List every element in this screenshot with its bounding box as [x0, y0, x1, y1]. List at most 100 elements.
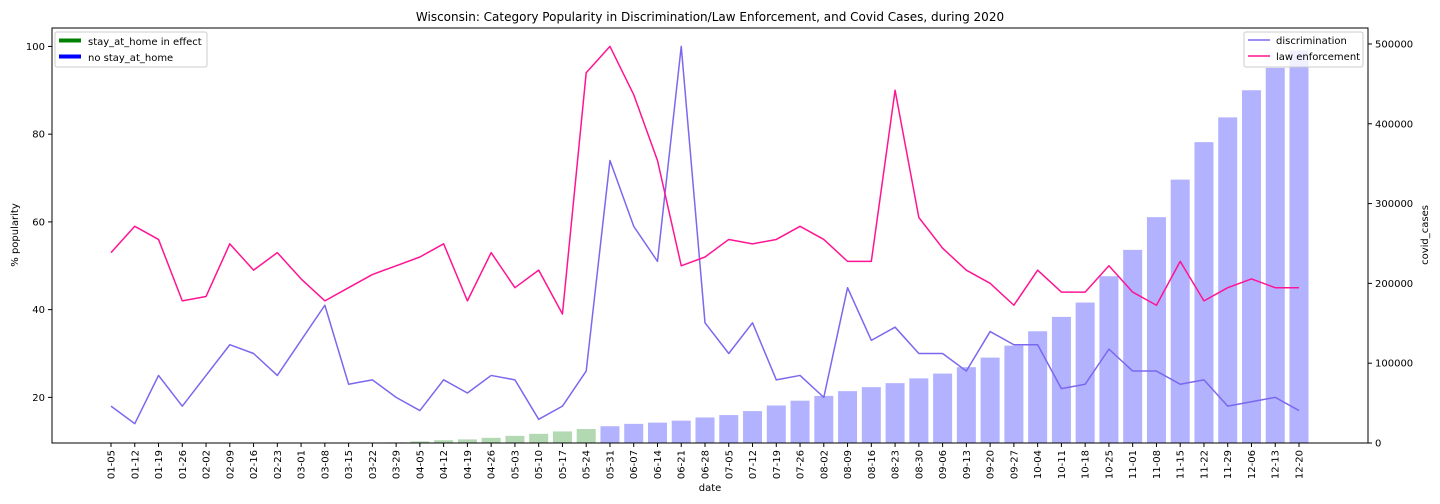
bar-05-10	[529, 433, 549, 443]
legend-label-discrimination: discrimination	[1276, 36, 1347, 47]
bar-11-01	[1123, 249, 1143, 443]
x-tick-label: 01-26	[178, 450, 189, 479]
x-tick-label: 07-19	[772, 450, 783, 479]
x-tick-label: 07-05	[724, 450, 735, 479]
x-tick-label: 06-21	[677, 450, 688, 479]
plot-frame	[51, 27, 1369, 444]
x-tick-label: 05-10	[534, 450, 545, 479]
x-axis: 01-05 01-12 01-19 01-26 02-02 02-09 02-16 02-23…	[107, 443, 1306, 479]
x-tick-label: 08-09	[843, 450, 854, 479]
bar-06-28	[695, 417, 715, 443]
bar-10-04	[1028, 331, 1048, 443]
bar-12-20	[1289, 50, 1309, 443]
bar-09-27	[1004, 345, 1024, 443]
chart-title: Wisconsin: Category Popularity in Discri…	[416, 10, 1004, 24]
covid-bars	[339, 50, 1309, 444]
y2-tick-label: 200000	[1375, 279, 1413, 290]
line-law-enforcement	[110, 45, 1299, 315]
x-tick-label: 05-17	[558, 450, 569, 479]
legend-stay-at-home: stay_at_home in effect no stay_at_home	[54, 31, 208, 68]
x-tick-label: 11-22	[1199, 450, 1210, 479]
bar-07-19	[766, 405, 786, 443]
bar-09-13	[956, 367, 976, 443]
bar-06-21	[671, 420, 691, 443]
x-tick-label: 05-03	[510, 450, 521, 479]
x-tick-label: 03-15	[344, 450, 355, 479]
bar-05-03	[505, 435, 525, 443]
x-tick-label: 11-01	[1128, 450, 1139, 479]
bar-08-09	[838, 391, 858, 444]
bar-05-24	[576, 429, 596, 443]
bar-07-26	[790, 400, 810, 443]
x-tick-label: 02-09	[225, 450, 236, 479]
x-tick-label: 11-29	[1223, 450, 1234, 479]
y-tick-label: 40	[32, 305, 45, 316]
x-tick-label: 08-30	[914, 450, 925, 479]
x-tick-label: 10-04	[1033, 450, 1044, 479]
bar-12-06	[1241, 90, 1261, 443]
x-tick-label: 09-13	[962, 450, 973, 479]
bar-04-26	[481, 437, 501, 443]
bar-10-18	[1075, 302, 1095, 443]
legend-label-no-stay-at-home: no stay_at_home	[88, 53, 173, 64]
x-tick-label: 03-22	[368, 450, 379, 479]
y2-axis-label: covid_cases	[1420, 205, 1431, 265]
x-tick-label: 02-02	[202, 450, 213, 479]
bar-10-11	[1051, 316, 1071, 443]
x-tick-label: 10-11	[1057, 450, 1068, 479]
bar-08-30	[909, 378, 929, 443]
x-tick-label: 11-08	[1152, 450, 1163, 479]
bar-11-29	[1218, 117, 1238, 443]
x-tick-label: 05-31	[605, 450, 616, 479]
x-tick-label: 01-05	[107, 450, 118, 479]
x-tick-label: 12-13	[1271, 450, 1282, 479]
x-tick-label: 06-28	[701, 450, 712, 479]
bar-09-06	[933, 373, 953, 443]
bar-05-17	[552, 431, 572, 443]
x-tick-label: 07-12	[748, 450, 759, 479]
bar-11-22	[1194, 142, 1214, 444]
x-tick-label: 10-25	[1104, 450, 1115, 479]
x-tick-label: 09-27	[1009, 450, 1020, 479]
x-tick-label: 09-06	[938, 450, 949, 479]
legend-swatch-stay-at-home	[59, 38, 81, 43]
x-tick-label: 03-29	[392, 450, 403, 479]
legend-swatch-no-stay-at-home	[59, 54, 81, 59]
x-tick-label: 09-20	[986, 450, 997, 479]
bar-08-23	[885, 383, 905, 443]
legend-label-law-enforcement: law enforcement	[1276, 52, 1360, 63]
bar-07-12	[743, 411, 763, 443]
x-tick-label: 08-16	[867, 450, 878, 479]
x-tick-label: 01-19	[154, 450, 165, 479]
legend-box	[54, 31, 208, 68]
x-tick-label: 03-08	[320, 450, 331, 479]
bar-04-05	[410, 441, 430, 443]
x-axis-label: date	[699, 483, 722, 494]
x-tick-label: 02-16	[249, 450, 260, 479]
bar-08-02	[814, 395, 834, 443]
y2-tick-label: 100000	[1375, 359, 1413, 370]
bar-07-05	[719, 415, 739, 443]
x-tick-label: 01-12	[130, 450, 141, 479]
x-tick-label: 11-15	[1176, 450, 1187, 479]
x-tick-label: 04-19	[463, 450, 474, 479]
bar-06-14	[647, 422, 667, 443]
x-tick-label: 12-06	[1247, 450, 1258, 479]
bar-05-31	[600, 426, 620, 443]
x-tick-label: 10-18	[1081, 450, 1092, 479]
bar-12-13	[1265, 67, 1285, 444]
x-tick-label: 12-20	[1295, 450, 1306, 479]
y-axis-label: % popularity	[10, 203, 21, 267]
legend-label-stay-at-home: stay_at_home in effect	[88, 37, 202, 48]
x-tick-label: 08-23	[891, 450, 902, 479]
legend-box	[1243, 31, 1364, 68]
x-tick-label: 08-02	[819, 450, 830, 479]
legend-series: discrimination law enforcement	[1243, 31, 1364, 68]
x-tick-label: 06-07	[629, 450, 640, 479]
bar-04-19	[457, 439, 477, 443]
y-tick-label: 80	[32, 130, 45, 141]
line-discrimination	[110, 45, 1300, 425]
y2-tick-label: 400000	[1375, 119, 1413, 130]
y2-tick-label: 500000	[1375, 39, 1413, 50]
x-tick-label: 03-01	[297, 450, 308, 479]
